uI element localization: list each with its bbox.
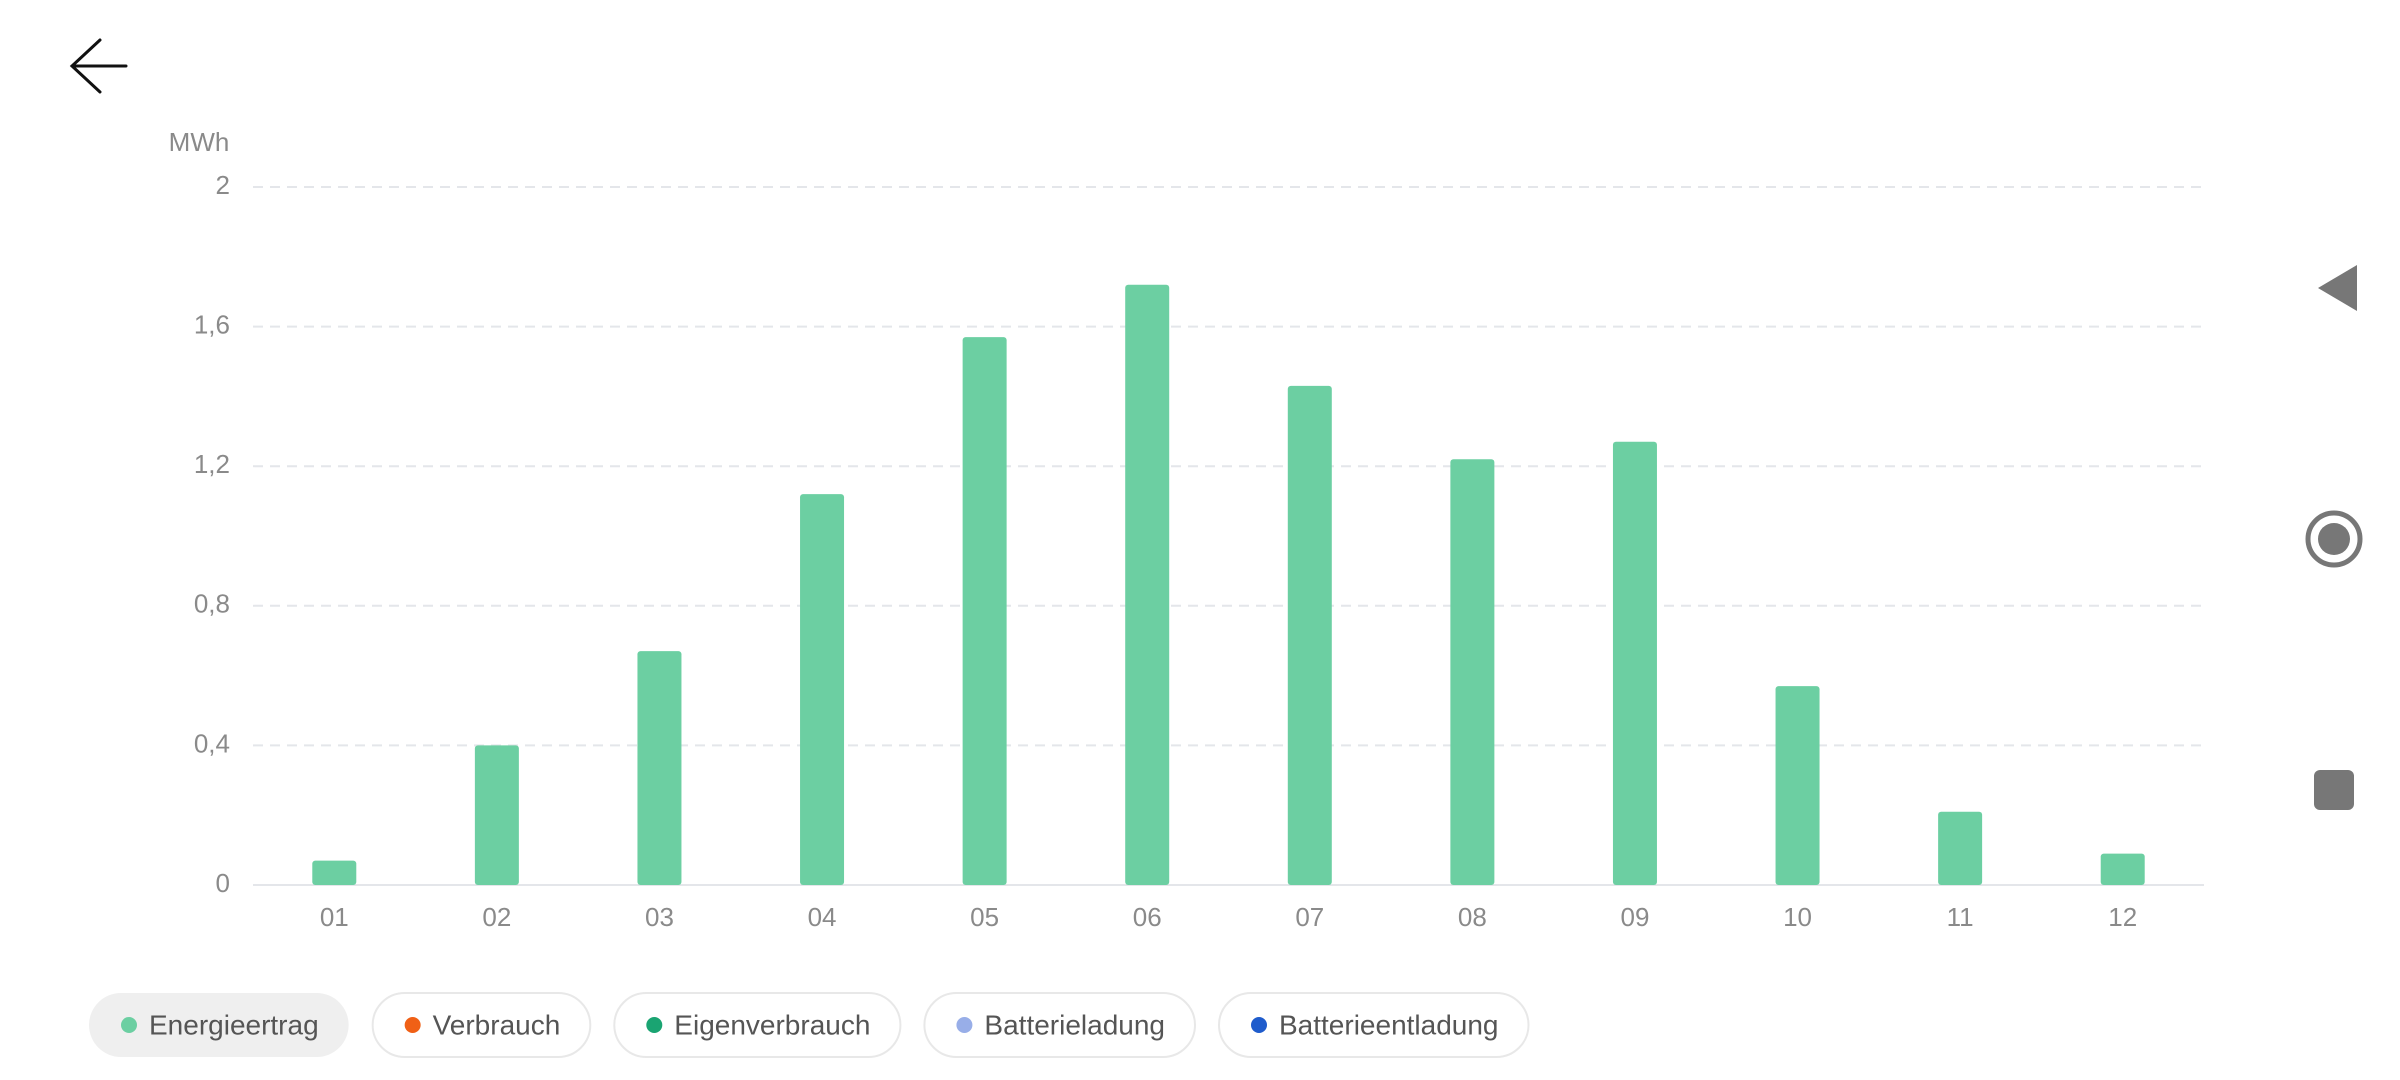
x-tick-label: 03 (645, 902, 674, 932)
legend-chip[interactable]: Energieertrag (89, 993, 349, 1057)
x-tick-label: 02 (482, 902, 511, 932)
x-tick-label: 06 (1133, 902, 1162, 932)
y-unit: MWh (169, 127, 230, 157)
chip-background (613, 992, 902, 1058)
y-tick-label: 1,2 (194, 449, 230, 479)
bar (637, 651, 682, 885)
nav-home[interactable] (2305, 510, 2363, 568)
legend-label: Energieertrag (149, 1009, 319, 1040)
legend-dot (121, 1017, 137, 1033)
legend-label: Batterieentladung (1279, 1009, 1499, 1040)
bar (800, 494, 845, 885)
y-tick-label: 0 (216, 868, 230, 898)
legend-chip[interactable]: Verbrauch (371, 992, 592, 1058)
nav-home-dot (2318, 523, 2350, 555)
nav-recent[interactable] (2314, 770, 2354, 810)
legend-chip[interactable]: Batterieentladung (1218, 992, 1530, 1058)
chip-background (371, 992, 592, 1058)
x-tick-label: 09 (1620, 902, 1649, 932)
bar (1938, 811, 1983, 885)
x-tick-label: 12 (2108, 902, 2137, 932)
bar (1125, 284, 1170, 886)
legend-dot (404, 1017, 421, 1033)
y-tick-label: 0,8 (194, 589, 230, 619)
legend-dot (1251, 1017, 1267, 1033)
chip-background (923, 992, 1196, 1058)
y-tick-label: 0,4 (194, 728, 230, 758)
y-tick-label: 1,6 (194, 309, 230, 339)
x-tick-label: 07 (1295, 902, 1324, 932)
x-tick-label: 08 (1458, 902, 1487, 932)
bar (2100, 853, 2145, 885)
bar (474, 745, 519, 885)
legend-chip[interactable]: Eigenverbrauch (613, 992, 902, 1058)
y-tick-label: 2 (216, 170, 230, 200)
bar (1287, 385, 1332, 885)
legend-label: Verbrauch (433, 1009, 561, 1040)
x-tick-label: 04 (808, 902, 837, 932)
back-button[interactable] (69, 38, 128, 94)
bar (312, 860, 357, 885)
chip-background (89, 993, 349, 1057)
x-tick-label: 11 (1947, 902, 1974, 932)
legend-chip[interactable]: Batterieladung (923, 992, 1196, 1058)
chip-background (1218, 992, 1530, 1058)
legend-label: Eigenverbrauch (674, 1009, 870, 1040)
legend-label: Batterieladung (984, 1009, 1165, 1040)
bar (1450, 459, 1495, 885)
bar (962, 337, 1007, 885)
bar (1612, 441, 1657, 885)
x-tick-label: 01 (320, 902, 349, 932)
legend-dot (646, 1017, 663, 1033)
x-tick-label: 05 (970, 902, 999, 932)
bar (1775, 686, 1820, 885)
nav-back[interactable] (2318, 265, 2357, 311)
x-tick-label: 10 (1783, 902, 1812, 932)
legend-dot (956, 1017, 973, 1033)
back-arrow (69, 38, 128, 94)
